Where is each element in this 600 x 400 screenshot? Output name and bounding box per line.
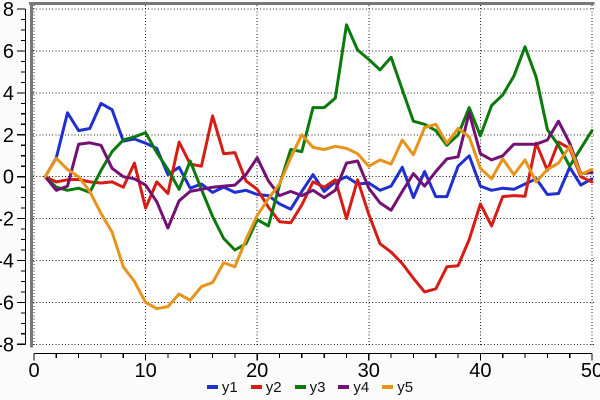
x-axis-tick-label: 30	[358, 360, 380, 382]
legend-label-y1: y1	[221, 378, 238, 396]
legend-item-y3: y3	[294, 378, 326, 396]
legend-label-y2: y2	[265, 378, 282, 396]
series-line-y3	[43, 23, 594, 252]
legend-item-y5: y5	[382, 380, 413, 395]
legend-marker-y4	[338, 385, 350, 389]
y-axis-tick-label: 8	[3, 0, 14, 21]
legend-label-y5: y5	[397, 378, 414, 396]
legend-label-y3: y3	[309, 378, 326, 396]
grid-layer	[33, 5, 594, 346]
series-line-y2	[43, 114, 594, 294]
legend-marker-y3	[294, 385, 306, 389]
y-axis-tick-label: 4	[3, 83, 14, 105]
x-axis-tick-label: 10	[134, 360, 156, 382]
legend-marker-y2	[250, 385, 262, 389]
series-layer	[43, 23, 594, 311]
y-axis-tick-label: -4	[0, 251, 14, 273]
x-axis-tick-label: 0	[28, 360, 39, 382]
legend-item-y1: y1	[206, 378, 238, 396]
chart-legend: y1 y2 y3 y4 y5	[10, 377, 600, 397]
y-axis-tick-label: -6	[0, 292, 14, 314]
legend-item-y2: y2	[250, 378, 282, 396]
y-axis-tick-label: -8	[0, 334, 14, 356]
legend-marker-y5	[382, 385, 394, 389]
frame-layer	[29, 2, 595, 348]
series-line-y4	[43, 111, 594, 230]
y-axis-tick-label: 6	[3, 41, 14, 63]
legend-marker-y1	[206, 385, 218, 389]
x-axis-tick-label: 50	[581, 360, 600, 382]
x-axis-tick-label: 20	[246, 360, 268, 382]
y-axis-tick-label: -2	[0, 209, 14, 231]
legend-label-y4: y4	[353, 378, 370, 396]
y-axis-tick-label: 2	[3, 125, 14, 147]
series-line-y5	[43, 122, 594, 311]
x-axis-tick-label: 40	[469, 360, 491, 382]
y-axis-tick-label: 0	[3, 167, 14, 189]
legend-item-y4: y4	[338, 380, 369, 395]
